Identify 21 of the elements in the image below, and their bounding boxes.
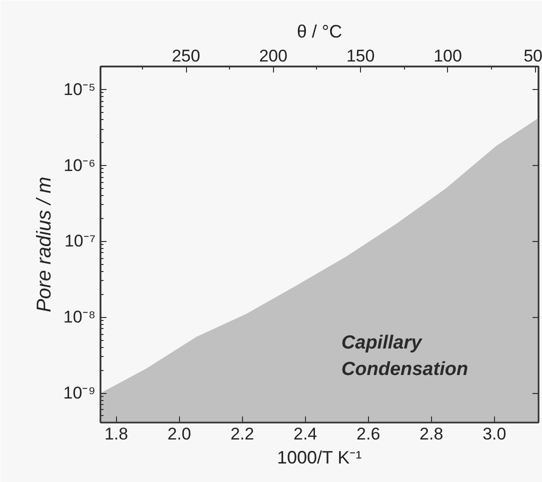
x2-tick-label: 50 bbox=[524, 46, 542, 66]
y-axis-title: Pore radius / m bbox=[33, 176, 56, 312]
x-tick-label: 3.0 bbox=[482, 424, 506, 444]
x2-tick-label: 200 bbox=[259, 46, 288, 66]
y-tick-label: 10⁻⁶ bbox=[64, 156, 96, 175]
y-tick-label: 10⁻⁷ bbox=[64, 232, 96, 251]
y-tick-label: 10⁻⁸ bbox=[63, 308, 96, 327]
x2-tick-label: 150 bbox=[346, 46, 375, 66]
x-axis-title: 1000/T K⁻¹ bbox=[276, 448, 362, 468]
y-tick-label: 10⁻⁹ bbox=[63, 384, 96, 403]
x2-axis-title: θ / °C bbox=[296, 22, 342, 42]
x2-tick-label: 100 bbox=[434, 46, 462, 66]
x-tick-label: 2.4 bbox=[294, 424, 318, 444]
x2-tick-label: 250 bbox=[172, 46, 200, 66]
x-tick-label: 1.8 bbox=[104, 424, 128, 444]
x-tick-label: 2.8 bbox=[420, 424, 444, 444]
x-tick-label: 2.0 bbox=[167, 424, 192, 444]
annotation: Capillary Condensation bbox=[341, 332, 468, 380]
y-tick-label: 10⁻⁵ bbox=[64, 80, 96, 99]
x-tick-label: 2.6 bbox=[356, 424, 380, 444]
x-tick-label: 2.2 bbox=[230, 424, 254, 444]
